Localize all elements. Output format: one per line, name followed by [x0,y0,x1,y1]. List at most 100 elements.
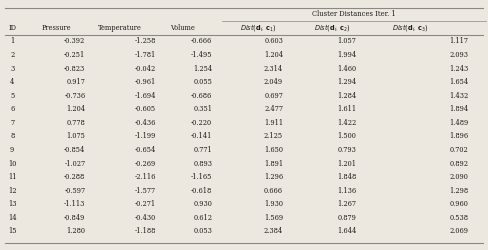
Text: 0.538: 0.538 [449,214,468,222]
Text: 6: 6 [10,105,14,113]
Text: -0.597: -0.597 [64,187,85,195]
Text: 2.093: 2.093 [449,51,468,59]
Text: $\mathit{Dist}(\mathbf{d}_i\!,\,\mathbf{c}_3)$: $\mathit{Dist}(\mathbf{d}_i\!,\,\mathbf{… [392,22,428,33]
Text: -1.165: -1.165 [191,173,212,181]
Text: 8: 8 [10,132,14,140]
Text: 2.090: 2.090 [449,173,468,181]
Text: 1: 1 [10,38,14,46]
Text: 13: 13 [8,200,17,208]
Text: 9: 9 [10,146,14,154]
Text: -1.694: -1.694 [135,92,156,100]
Text: 0.778: 0.778 [67,119,85,127]
Text: 1.930: 1.930 [264,200,283,208]
Text: 0.666: 0.666 [264,187,283,195]
Text: 1.280: 1.280 [66,228,85,235]
Text: -1.781: -1.781 [135,51,156,59]
Text: 1.422: 1.422 [337,119,356,127]
Text: 1.896: 1.896 [449,132,468,140]
Text: 1.432: 1.432 [449,92,468,100]
Text: 0.893: 0.893 [193,160,212,168]
Text: 12: 12 [8,187,17,195]
Text: -0.605: -0.605 [135,105,156,113]
Text: 0.053: 0.053 [193,228,212,235]
Text: 0.055: 0.055 [193,78,212,86]
Text: 0.351: 0.351 [193,105,212,113]
Text: 2.125: 2.125 [264,132,283,140]
Text: 7: 7 [10,119,14,127]
Text: 1.204: 1.204 [66,105,85,113]
Text: 5: 5 [10,92,14,100]
Text: 2.477: 2.477 [264,105,283,113]
Text: 1.460: 1.460 [337,64,356,72]
Text: 1.254: 1.254 [193,64,212,72]
Text: 1.243: 1.243 [449,64,468,72]
Text: $\mathit{Dist}(\mathbf{d}_i\!,\,\mathbf{c}_1)$: $\mathit{Dist}(\mathbf{d}_i\!,\,\mathbf{… [241,22,277,33]
Text: 1.298: 1.298 [449,187,468,195]
Text: $\mathit{Dist}(\mathbf{d}_i\!,\,\mathbf{c}_2)$: $\mathit{Dist}(\mathbf{d}_i\!,\,\mathbf{… [314,22,350,33]
Text: 0.892: 0.892 [449,160,468,168]
Text: Temperature: Temperature [98,24,142,32]
Text: ID: ID [8,24,16,32]
Text: 2.384: 2.384 [264,228,283,235]
Text: -0.849: -0.849 [64,214,85,222]
Text: 10: 10 [8,160,17,168]
Text: Cluster Distances Iter. 1: Cluster Distances Iter. 1 [312,10,396,18]
Text: 1.650: 1.650 [264,146,283,154]
Text: 0.793: 0.793 [337,146,356,154]
Text: 1.267: 1.267 [337,200,356,208]
Text: 1.204: 1.204 [264,51,283,59]
Text: 0.960: 0.960 [449,200,468,208]
Text: -1.188: -1.188 [135,228,156,235]
Text: 1.911: 1.911 [264,119,283,127]
Text: -0.220: -0.220 [191,119,212,127]
Text: 14: 14 [8,214,17,222]
Text: 0.771: 0.771 [194,146,212,154]
Text: -1.027: -1.027 [64,160,85,168]
Text: 1.654: 1.654 [449,78,468,86]
Text: 1.294: 1.294 [337,78,356,86]
Text: -0.271: -0.271 [135,200,156,208]
Text: 1.644: 1.644 [337,228,356,235]
Text: -0.392: -0.392 [64,38,85,46]
Text: -0.736: -0.736 [64,92,85,100]
Text: 1.296: 1.296 [264,173,283,181]
Text: 0.612: 0.612 [193,214,212,222]
Text: 0.930: 0.930 [193,200,212,208]
Text: 2.314: 2.314 [264,64,283,72]
Text: 0.702: 0.702 [450,146,468,154]
Text: -0.823: -0.823 [64,64,85,72]
Text: -0.854: -0.854 [64,146,85,154]
Text: 11: 11 [8,173,17,181]
Text: 1.894: 1.894 [449,105,468,113]
Text: 1.136: 1.136 [337,187,356,195]
Text: 1.057: 1.057 [337,38,356,46]
Text: -1.495: -1.495 [191,51,212,59]
Text: -0.686: -0.686 [191,92,212,100]
Text: -1.577: -1.577 [135,187,156,195]
Text: 1.500: 1.500 [337,132,356,140]
Text: 2.049: 2.049 [264,78,283,86]
Text: 1.201: 1.201 [337,160,356,168]
Text: -0.141: -0.141 [191,132,212,140]
Text: -1.199: -1.199 [135,132,156,140]
Text: 1.489: 1.489 [449,119,468,127]
Text: 1.611: 1.611 [337,105,356,113]
Text: -1.258: -1.258 [135,38,156,46]
Text: -1.113: -1.113 [64,200,85,208]
Text: 1.891: 1.891 [264,160,283,168]
Text: -0.618: -0.618 [191,187,212,195]
Text: 1.075: 1.075 [66,132,85,140]
Text: Pressure: Pressure [41,24,71,32]
Text: -0.961: -0.961 [135,78,156,86]
Text: 15: 15 [8,228,17,235]
Text: -0.251: -0.251 [64,51,85,59]
Text: -2.116: -2.116 [135,173,156,181]
Text: 0.697: 0.697 [264,92,283,100]
Text: -0.288: -0.288 [64,173,85,181]
Text: 1.994: 1.994 [337,51,356,59]
Text: 0.603: 0.603 [264,38,283,46]
Text: -0.436: -0.436 [135,119,156,127]
Text: 0.917: 0.917 [66,78,85,86]
Text: 2: 2 [10,51,14,59]
Text: 2.069: 2.069 [449,228,468,235]
